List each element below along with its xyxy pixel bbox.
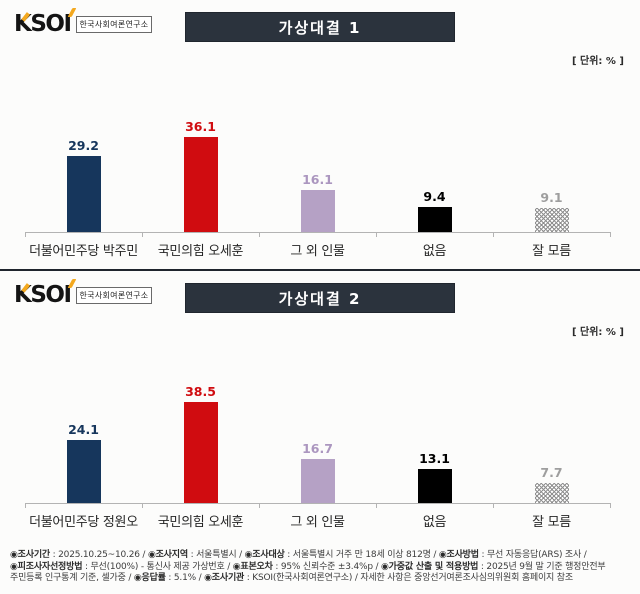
chart-1-category-labels: 더불어민주당 박주민 국민의힘 오세훈 그 외 인물 없음 잘 모름 <box>25 240 610 259</box>
bar-slot: 13.1 <box>376 378 493 503</box>
bar-잘 모름: 9.1 <box>534 190 569 232</box>
value-label: 38.5 <box>185 384 216 400</box>
chart-1-title: 가상대결 1 <box>185 12 455 42</box>
category-label: 더불어민주당 박주민 <box>29 244 138 259</box>
axis-tick <box>609 232 611 237</box>
axis-tick <box>141 503 143 508</box>
axis-tick <box>492 503 494 508</box>
survey-methodology-footer: ◉조사기간 : 2025.10.25~10.26 / ◉조사지역 : 서울특별시… <box>10 550 640 585</box>
section-1-header: K SOI 한국사회여론연구소 가상대결 1 <box>0 8 640 44</box>
bar-없음: 9.4 <box>417 189 452 232</box>
logo-letters-so: SO <box>30 282 65 308</box>
axis-tick <box>258 232 260 237</box>
axis-tick <box>24 232 26 237</box>
logo-letter-i: I <box>63 279 76 307</box>
section-divider <box>0 269 640 271</box>
chart-2-unit-label: [ 단위: % ] <box>571 327 624 338</box>
bar-국민의힘 오세훈: 36.1 <box>183 119 218 232</box>
value-label: 16.1 <box>302 171 333 187</box>
bar-slot: 36.1 <box>142 107 259 232</box>
axis-tick <box>609 503 611 508</box>
value-label: 29.2 <box>68 137 99 153</box>
bar-더불어민주당 정원오: 24.1 <box>66 422 101 503</box>
logo-letter-i: I <box>63 8 76 36</box>
value-label: 36.1 <box>185 119 216 135</box>
ksoi-logo-text: K SOI <box>14 279 76 308</box>
chart-1-unit-label: [ 단위: % ] <box>571 56 624 67</box>
value-label: 7.7 <box>540 464 563 480</box>
bar-국민의힘 오세훈: 38.5 <box>183 384 218 503</box>
category-label: 없음 <box>422 244 447 259</box>
institute-name-badge: 한국사회여론연구소 <box>75 16 153 33</box>
footer-line: 주민등록 인구통계 기준, 셀가중 / ◉응답률 : 5.1% / ◉조사기관 … <box>10 573 573 584</box>
bar-slot: 24.1 <box>25 378 142 503</box>
bar-slot: 38.5 <box>142 378 259 503</box>
section-2-header: K SOI 한국사회여론연구소 가상대결 2 <box>0 279 640 315</box>
institute-name-badge: 한국사회여론연구소 <box>75 287 153 304</box>
logo-letter-k: K <box>14 11 32 37</box>
ksoi-logo: K SOI 한국사회여론연구소 <box>14 8 153 37</box>
bar-slot: 16.1 <box>259 107 376 232</box>
chart-section-2: K SOI 한국사회여론연구소 가상대결 2 [ 단위: % ] 24.1 38.5… <box>0 271 640 530</box>
ksoi-logo: K SOI 한국사회여론연구소 <box>14 279 153 308</box>
ksoi-logo-text: K SOI <box>14 8 76 37</box>
category-label: 그 외 인물 <box>290 244 345 259</box>
bar-slot: 9.1 <box>493 107 610 232</box>
bar-더불어민주당 박주민: 29.2 <box>66 138 101 232</box>
axis-tick <box>375 232 377 237</box>
bar-slot: 7.7 <box>493 378 610 503</box>
chart-2-title: 가상대결 2 <box>185 283 455 313</box>
category-label: 그 외 인물 <box>290 515 345 530</box>
category-label: 국민의힘 오세훈 <box>157 515 244 530</box>
value-label: 16.7 <box>302 441 333 457</box>
chart-2-plot-area: 24.1 38.5 16.7 13.1 7.7 <box>24 378 611 508</box>
bar-slot: 29.2 <box>25 107 142 232</box>
category-label: 잘 모름 <box>532 244 571 259</box>
footer-line: ◉조사기간 : 2025.10.25~10.26 / ◉조사지역 : 서울특별시… <box>10 550 587 560</box>
bar-slot: 9.4 <box>376 107 493 232</box>
axis-tick <box>375 503 377 508</box>
category-label: 잘 모름 <box>532 515 571 530</box>
axis-tick <box>141 232 143 237</box>
value-label: 9.1 <box>540 190 563 206</box>
bar-slot: 16.7 <box>259 378 376 503</box>
chart-section-1: K SOI 한국사회여론연구소 가상대결 1 [ 단위: % ] 29.2 36.1… <box>0 0 640 259</box>
value-label: 13.1 <box>419 450 450 466</box>
category-label: 더불어민주당 정원오 <box>29 515 138 530</box>
category-label: 국민의힘 오세훈 <box>157 244 244 259</box>
bar-그 외 인물: 16.7 <box>300 441 335 503</box>
footer-line: ◉피조사자선정방법 : 무선(100%) - 통신사 제공 가상번호 / ◉표본… <box>10 561 606 572</box>
value-label: 9.4 <box>423 189 446 205</box>
value-label: 24.1 <box>68 421 99 437</box>
bar-없음: 13.1 <box>417 451 452 503</box>
chart-2-category-labels: 더불어민주당 정원오 국민의힘 오세훈 그 외 인물 없음 잘 모름 <box>25 511 610 530</box>
logo-letter-k: K <box>14 282 32 308</box>
logo-letters-so: SO <box>30 11 65 37</box>
chart-1-plot-area: 29.2 36.1 16.1 9.4 9.1 <box>24 107 611 237</box>
axis-tick <box>258 503 260 508</box>
bar-그 외 인물: 16.1 <box>300 172 335 232</box>
category-label: 없음 <box>422 515 447 530</box>
bar-잘 모름: 7.7 <box>534 465 569 503</box>
axis-tick <box>24 503 26 508</box>
axis-tick <box>492 232 494 237</box>
